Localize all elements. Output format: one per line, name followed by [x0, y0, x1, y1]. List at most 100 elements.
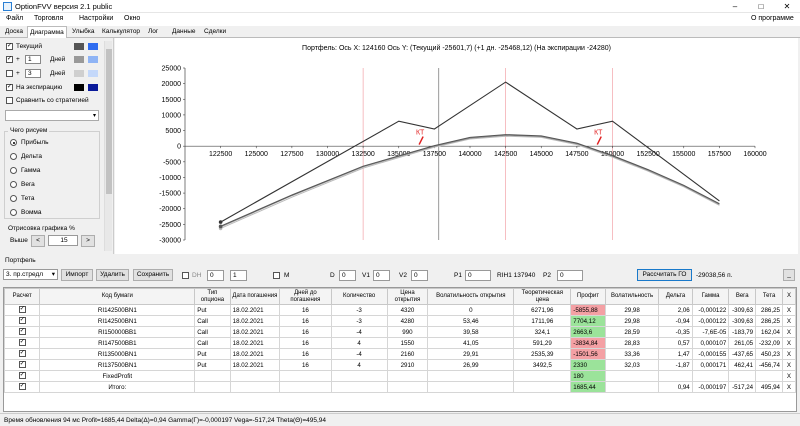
delete-row-button[interactable]: X — [781, 326, 797, 338]
calc-go-button[interactable]: Рассчитать ГО — [637, 269, 692, 281]
table-row[interactable]: ✓ RI150000BB1 Call 18.02.2021 16 -4 990 39,58 32… — [3, 326, 797, 338]
col-header-profit[interactable]: Профит — [570, 288, 606, 305]
row-checkbox[interactable]: ✓ — [18, 328, 26, 336]
delete-row-button[interactable]: X — [781, 348, 797, 360]
radio-delta[interactable] — [10, 153, 17, 160]
expiry-color-swatch-2[interactable] — [88, 84, 98, 91]
table-row[interactable]: ✓ RI142500BN1 Put 18.02.2021 16 -3 4320 0 6271,9… — [3, 304, 797, 316]
table-row[interactable]: ✓ RI147500BB1 Call 18.02.2021 16 4 1550 41,05 59… — [3, 337, 797, 349]
col-header-gamma[interactable]: Гамма — [691, 288, 730, 305]
delete-row-button[interactable]: X — [781, 381, 797, 393]
tab-board[interactable]: Доска — [5, 28, 23, 35]
calc-checkbox[interactable]: ✓ — [3, 315, 41, 327]
col-header-theta[interactable]: Тета — [755, 288, 783, 305]
menu-file[interactable]: Файл — [6, 15, 24, 22]
current-checkbox[interactable]: ✓ — [6, 43, 13, 50]
dh-input-1[interactable]: 0 — [207, 270, 224, 281]
radio-theta[interactable] — [10, 195, 17, 202]
col-header-date[interactable]: Дата погашения — [229, 288, 281, 305]
tab-log[interactable]: Лог — [148, 28, 159, 35]
menu-settings[interactable]: Настройки — [79, 15, 114, 22]
plus3-color-swatch-2[interactable] — [88, 70, 98, 77]
p2-input[interactable]: 0 — [557, 270, 583, 281]
radio-vega[interactable] — [10, 181, 17, 188]
v1-input[interactable]: 0 — [373, 270, 390, 281]
maximize-button[interactable]: □ — [758, 2, 764, 11]
col-header-vol[interactable]: Волатильность — [604, 288, 660, 305]
plus3-checkbox[interactable] — [6, 70, 13, 77]
left-panel-scrollbar[interactable] — [104, 41, 112, 251]
current-color-swatch[interactable] — [74, 43, 84, 50]
calc-checkbox[interactable]: ✓ — [3, 304, 41, 316]
row-checkbox[interactable]: ✓ — [18, 372, 26, 380]
col-header-vega[interactable]: Вега — [728, 288, 757, 305]
plus3-days-input[interactable]: 3 — [25, 69, 41, 78]
close-button[interactable]: ✕ — [783, 2, 791, 11]
calc-checkbox[interactable]: ✓ — [3, 370, 41, 382]
strategy-dropdown[interactable]: ▾ — [5, 110, 99, 121]
radio-vomma[interactable] — [10, 209, 17, 216]
plus1-checkbox[interactable]: ✓ — [6, 56, 13, 63]
table-row[interactable]: ✓ FixedProfit 180 X — [3, 370, 797, 382]
import-button[interactable]: Импорт — [61, 269, 93, 281]
delete-row-button[interactable]: X — [781, 304, 797, 316]
row-checkbox[interactable]: ✓ — [18, 306, 26, 314]
above-prev-button[interactable]: < — [31, 235, 45, 247]
col-header-price[interactable]: Цена открытия — [386, 288, 429, 305]
p1-input[interactable]: 0 — [465, 270, 491, 281]
minimize-button[interactable]: – — [732, 2, 738, 11]
col-header-qty[interactable]: Количество — [330, 288, 388, 305]
extra-button[interactable]: _ — [783, 269, 795, 281]
plus3-color-swatch[interactable] — [74, 70, 84, 77]
current-color-swatch-2[interactable] — [88, 43, 98, 50]
table-row[interactable]: ✓ RI135000BN1 Put 18.02.2021 16 -4 2160 29,91 25… — [3, 348, 797, 360]
tab-trades[interactable]: Сделки — [204, 28, 227, 35]
col-header-code[interactable]: Код бумаги — [39, 288, 196, 305]
radio-profit[interactable] — [10, 139, 17, 146]
radio-gamma[interactable] — [10, 167, 17, 174]
expiry-color-swatch[interactable] — [74, 84, 84, 91]
dh-checkbox[interactable] — [182, 272, 189, 279]
compare-checkbox[interactable] — [6, 97, 13, 104]
row-checkbox[interactable]: ✓ — [18, 317, 26, 325]
delete-row-button[interactable]: X — [781, 370, 797, 382]
expiry-checkbox[interactable]: ✓ — [6, 84, 13, 91]
delete-row-button[interactable]: X — [781, 337, 797, 349]
calc-checkbox[interactable]: ✓ — [3, 348, 41, 360]
calc-checkbox[interactable]: ✓ — [3, 359, 41, 371]
tab-diagram[interactable]: Диаграмма — [27, 26, 67, 38]
col-header-days[interactable]: Дней до погашения — [279, 288, 332, 305]
m-checkbox[interactable] — [273, 272, 280, 279]
table-row[interactable]: ✓ RI142500BN1 Call 18.02.2021 16 -3 4280 53,46 1… — [3, 315, 797, 327]
delete-row-button[interactable]: X — [781, 315, 797, 327]
v2-input[interactable]: 0 — [411, 270, 428, 281]
plus1-days-input[interactable]: 1 — [25, 55, 41, 64]
strategy-select[interactable]: 3. пр.стредл ▾ — [3, 269, 58, 280]
above-value-input[interactable]: 15 — [48, 235, 78, 246]
col-header-calc[interactable]: Расчет — [3, 288, 41, 305]
tab-data[interactable]: Данные — [172, 28, 196, 35]
col-header-vol-open[interactable]: Волатильность открытия — [427, 288, 515, 305]
delete-row-button[interactable]: X — [781, 359, 797, 371]
plus1-color-swatch-2[interactable] — [88, 56, 98, 63]
col-header-type[interactable]: Тип опциона — [194, 288, 231, 305]
table-row[interactable]: ✓ RI137500BN1 Put 18.02.2021 16 4 2910 26,99 349… — [3, 359, 797, 371]
row-checkbox[interactable]: ✓ — [18, 361, 26, 369]
save-button[interactable]: Сохранить — [133, 269, 173, 281]
scrollbar-thumb[interactable] — [106, 49, 112, 194]
col-header-delta[interactable]: Дельта — [658, 288, 693, 305]
row-checkbox[interactable]: ✓ — [18, 383, 26, 391]
dh-input-2[interactable]: 1 — [230, 270, 247, 281]
row-checkbox[interactable]: ✓ — [18, 339, 26, 347]
calc-checkbox[interactable]: ✓ — [3, 381, 41, 393]
tab-smile[interactable]: Улыбка — [72, 28, 95, 35]
table-row[interactable]: ✓ Итого: 1685,44 0,94 -0,000197 -517,24 495,94… — [3, 381, 797, 393]
calc-checkbox[interactable]: ✓ — [3, 337, 41, 349]
menu-about[interactable]: О программе — [751, 15, 794, 22]
delete-button[interactable]: Удалить — [96, 269, 129, 281]
row-checkbox[interactable]: ✓ — [18, 350, 26, 358]
d-input[interactable]: 0 — [339, 270, 356, 281]
menu-window[interactable]: Окно — [124, 15, 141, 22]
menu-trading[interactable]: Торговля — [34, 15, 64, 22]
col-header-theor[interactable]: Теоретическая цена — [513, 288, 572, 305]
